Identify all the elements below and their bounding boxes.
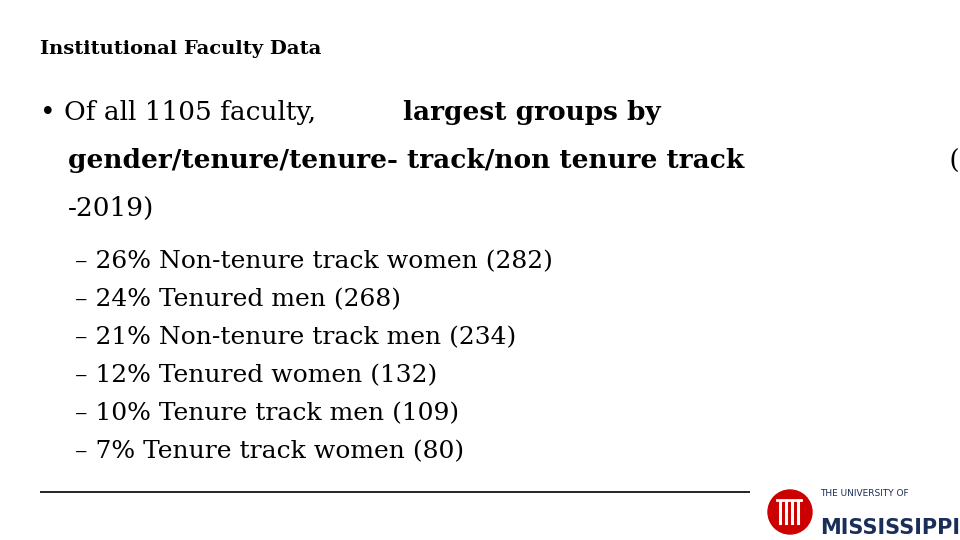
Text: – 12% Tenured women (132): – 12% Tenured women (132) [75,364,437,387]
Circle shape [768,490,812,534]
Text: Institutional Faculty Data: Institutional Faculty Data [40,40,322,58]
Text: – 24% Tenured men (268): – 24% Tenured men (268) [75,288,401,311]
Text: gender/tenure/tenure- track/non tenure track: gender/tenure/tenure- track/non tenure t… [68,148,744,173]
Text: THE UNIVERSITY OF: THE UNIVERSITY OF [820,489,908,498]
Text: – 7% Tenure track women (80): – 7% Tenure track women (80) [75,440,464,463]
Text: – 10% Tenure track men (109): – 10% Tenure track men (109) [75,402,459,425]
Text: – 26% Non-tenure track women (282): – 26% Non-tenure track women (282) [75,250,553,273]
Text: • Of all 1105 faculty,: • Of all 1105 faculty, [40,100,322,125]
Text: – 21% Non-tenure track men (234): – 21% Non-tenure track men (234) [75,326,516,349]
Text: largest groups by: largest groups by [403,100,660,125]
Text: (2018: (2018 [941,148,960,173]
Text: -2019): -2019) [68,196,155,221]
Text: MISSISSIPPI: MISSISSIPPI [820,518,960,538]
